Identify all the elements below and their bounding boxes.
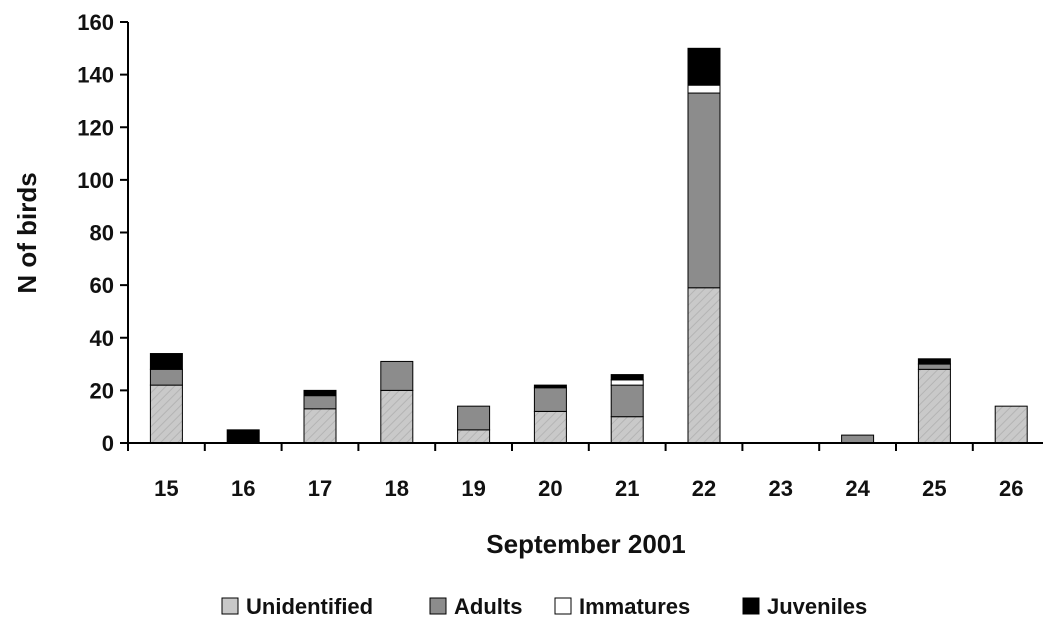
- legend-label-immatures: Immatures: [579, 594, 690, 619]
- y-tick-label: 60: [90, 273, 114, 298]
- bar-segment-unidentified: [149, 384, 183, 444]
- x-axis-title: September 2001: [486, 529, 685, 559]
- bar-segment-unidentified: [994, 405, 1028, 444]
- bar-segment-adults: [917, 363, 951, 370]
- bar-segment-juveniles: [303, 389, 337, 397]
- x-tick-label: 24: [845, 476, 870, 501]
- bar-segment-juveniles: [687, 47, 721, 86]
- bar-segment-juveniles: [917, 358, 951, 365]
- legend-swatch-adults: [429, 597, 447, 615]
- x-tick-label: 25: [922, 476, 946, 501]
- x-tick-label: 20: [538, 476, 562, 501]
- bar-segment-unidentified: [303, 408, 337, 444]
- bar-segment-immatures: [687, 84, 721, 94]
- y-tick-label: 20: [90, 378, 114, 403]
- bar-segment-juveniles: [533, 384, 567, 389]
- x-tick-label: 18: [385, 476, 409, 501]
- bar-segment-adults: [610, 384, 644, 418]
- bar-segment-adults: [149, 368, 183, 386]
- bar-segment-unidentified: [457, 429, 491, 444]
- x-tick-label: 23: [769, 476, 793, 501]
- bar-segment-adults: [380, 360, 414, 391]
- x-tick-label: 22: [692, 476, 716, 501]
- legend: Unidentified Adults Immatures Juveniles: [221, 594, 867, 619]
- bar-segment-immatures: [610, 379, 644, 386]
- bar-segment-unidentified: [687, 287, 721, 444]
- bar-segment-adults: [303, 395, 337, 410]
- bar-segment-juveniles: [610, 374, 644, 381]
- x-tick-label: 21: [615, 476, 639, 501]
- bar-segment-adults: [533, 387, 567, 412]
- x-tick-label: 17: [308, 476, 332, 501]
- bar-segment-adults: [841, 434, 875, 444]
- y-tick-label: 0: [102, 431, 114, 456]
- bar-segment-unidentified: [533, 410, 567, 444]
- y-tick-label: 160: [77, 10, 114, 35]
- bar-segment-adults: [457, 405, 491, 431]
- plot-area: 0 20 40 60 80 100 120 140 160 15 16 17 18 19 20 21 22 23 2…: [77, 10, 1043, 501]
- y-tick-label: 140: [77, 63, 114, 88]
- bar-segment-juveniles: [226, 429, 260, 444]
- x-tick-label: 19: [461, 476, 485, 501]
- legend-swatch-immatures: [554, 597, 572, 615]
- legend-label-juveniles: Juveniles: [767, 594, 867, 619]
- bar-segment-juveniles: [149, 353, 183, 370]
- legend-label-adults: Adults: [454, 594, 522, 619]
- bar-segment-unidentified: [610, 416, 644, 444]
- bar-segment-adults: [687, 92, 721, 289]
- bar-segment-unidentified: [380, 389, 414, 444]
- x-tick-label: 16: [231, 476, 255, 501]
- x-tick-label: 15: [154, 476, 178, 501]
- x-tick-label: 26: [999, 476, 1023, 501]
- y-tick-label: 100: [77, 168, 114, 193]
- y-tick-label: 120: [77, 115, 114, 140]
- legend-label-unidentified: Unidentified: [246, 594, 373, 619]
- y-tick-label: 80: [90, 221, 114, 246]
- legend-swatch-juveniles: [742, 597, 760, 615]
- legend-swatch-unidentified: [221, 597, 239, 615]
- bar-segment-unidentified: [917, 368, 951, 444]
- y-tick-label: 40: [90, 326, 114, 351]
- y-axis-title: N of birds: [12, 172, 42, 293]
